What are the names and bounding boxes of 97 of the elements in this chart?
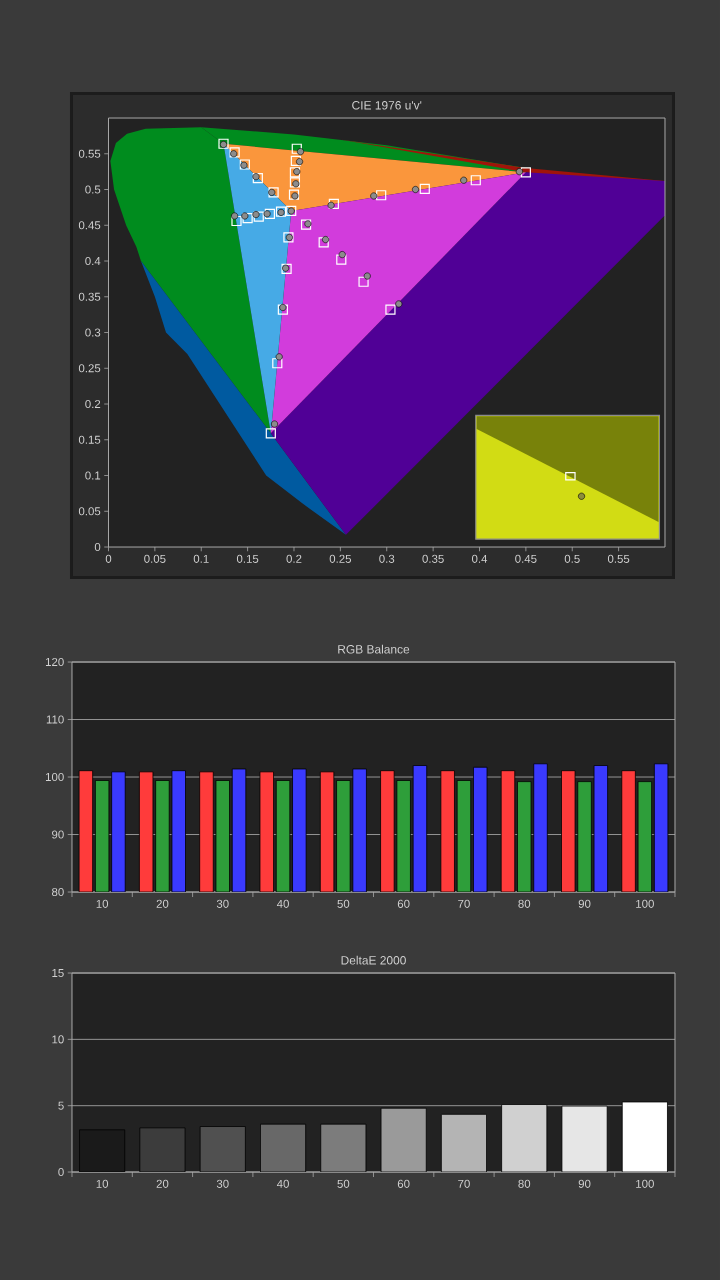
x-tick-label: 80 [518,1179,531,1188]
x-tick-label: 0.4 [471,554,488,563]
y-tick-label: 0.2 [85,399,101,409]
x-tick-label: 100 [636,899,654,908]
point [241,212,249,220]
y-tick-label: 0.3 [85,328,101,337]
y-tick-label: 0.15 [78,435,101,444]
point [322,236,330,244]
x-tick-label: 50 [337,1179,350,1188]
y-tick-label: 110 [46,715,64,724]
point [460,176,468,184]
point [376,190,387,201]
x-tick-label: 0.2 [286,554,302,563]
point [318,237,329,248]
x-tick-label: 50 [337,899,350,908]
chart-title: CIE 1976 u'v' [352,101,422,110]
point [300,219,312,230]
x-tick-label: 0.35 [422,554,444,563]
point [265,428,276,439]
x-tick-label: 0.05 [144,554,166,563]
point [327,201,335,209]
y-tick-label: 0.5 [85,185,101,194]
point [242,213,253,224]
y-tick-label: 0.45 [78,221,101,230]
y-tick-label: 0.25 [78,364,101,373]
point [293,168,301,176]
y-tick-label: 0.05 [78,507,101,516]
x-tick-label: 30 [216,899,229,908]
point [290,155,301,167]
y-tick-label: 15 [52,969,64,978]
x-tick-label: 100 [636,1179,654,1188]
point [520,167,531,178]
y-tick-label: 0.4 [85,256,101,266]
x-tick-label: 70 [458,899,470,908]
x-tick-label: 0.3 [379,554,395,563]
point [304,220,312,228]
point [272,358,283,369]
x-tick-label: 20 [156,899,169,908]
point [328,198,339,209]
x-tick-label: 0 [105,554,112,563]
point [264,208,275,219]
y-tick-label: 0.1 [85,471,101,480]
x-tick-label: 90 [578,899,591,908]
chart-title: DeltaE 2000 [341,955,406,965]
point [271,420,279,428]
x-tick-label: 10 [96,899,109,908]
x-tick-label: 0.1 [193,554,209,563]
point [296,158,304,166]
y-tick-label: 10 [52,1035,64,1044]
x-tick-label: 60 [397,1179,410,1188]
point [252,211,260,219]
point [296,148,304,156]
x-tick-label: 0.55 [607,554,630,563]
x-tick-label: 70 [458,1179,470,1188]
x-tick-label: 90 [578,1179,591,1188]
chart-title: RGB Balance [338,644,410,654]
x-tick-label: 80 [518,899,531,908]
x-tick-label: 0.15 [236,554,259,563]
x-tick-label: 40 [276,899,289,908]
point [395,300,403,308]
y-tick-label: 5 [58,1101,64,1110]
y-tick-label: 0.55 [78,149,101,158]
y-tick-label: 0.35 [78,292,101,301]
x-tick-label: 0.5 [564,554,580,563]
y-tick-label: 0 [58,1167,64,1177]
point [419,183,430,194]
point [385,304,396,315]
point [358,276,369,287]
point [289,167,301,178]
point [363,272,371,280]
x-tick-label: 0.45 [515,554,537,563]
point [370,192,378,200]
y-tick-label: 120 [45,657,64,667]
point [338,251,346,259]
point [277,304,288,315]
y-tick-label: 80 [51,887,64,897]
point [412,186,419,194]
x-tick-label: 60 [397,899,410,908]
point [470,175,481,186]
x-tick-label: 30 [216,1179,229,1188]
point [291,143,302,154]
point [231,212,239,220]
y-tick-label: 0 [94,542,101,552]
point [515,168,523,176]
x-tick-label: 40 [276,1179,289,1188]
point [275,353,283,361]
x-tick-label: 0.25 [329,554,352,563]
y-tick-label: 100 [45,772,64,782]
y-tick-label: 90 [52,830,64,839]
point [263,210,271,218]
x-tick-label: 20 [156,1179,169,1188]
x-tick-label: 10 [96,1179,109,1188]
point [231,215,242,227]
bar [139,1127,186,1173]
point [253,211,264,222]
point [336,254,347,265]
point [279,304,287,311]
